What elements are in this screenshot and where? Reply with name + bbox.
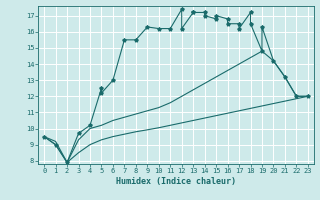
X-axis label: Humidex (Indice chaleur): Humidex (Indice chaleur) [116,177,236,186]
